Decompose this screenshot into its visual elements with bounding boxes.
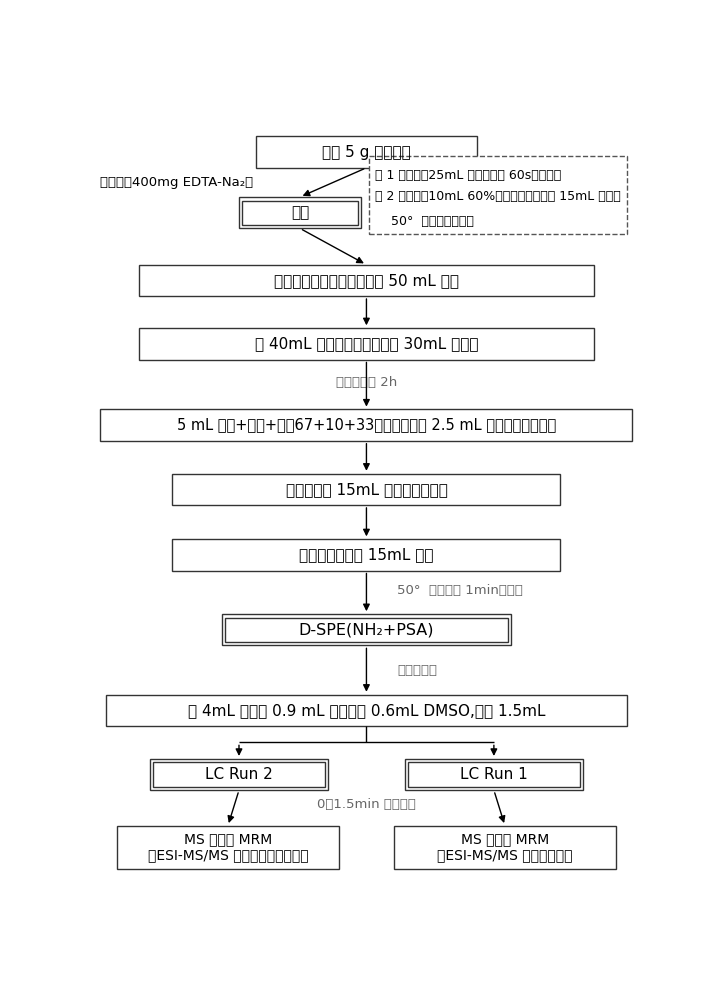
Bar [172,474,561,505]
Bar [242,201,358,225]
Bar [172,539,561,571]
Text: 混匀，离心: 混匀，离心 [397,664,437,677]
Bar [408,762,580,787]
Text: 取 4mL 氮吹至 0.9 mL 左右，加 0.6mL DMSO,水至 1.5mL: 取 4mL 氮吹至 0.9 mL 左右，加 0.6mL DMSO,水至 1.5m… [187,703,545,718]
Text: 下层转移至同一 15mL 试管: 下层转移至同一 15mL 试管 [299,547,434,562]
Text: LC Run 1: LC Run 1 [460,767,528,782]
Text: 提取: 提取 [291,205,309,220]
Text: 称取 5 g 干粉食品: 称取 5 g 干粉食品 [322,145,411,160]
Text: MS 检测器 MRM
（ESI-MS/MS 正离子模式）: MS 检测器 MRM （ESI-MS/MS 正离子模式） [437,832,573,862]
Text: 第 1 次提取：25mL 乙腈，匀浆 60s，离心；: 第 1 次提取：25mL 乙腈，匀浆 60s，离心； [375,169,561,182]
Bar [239,197,361,228]
Bar [369,156,627,234]
Text: 0～1.5min 进入废液: 0～1.5min 进入废液 [317,798,416,811]
Bar [256,136,477,168]
Text: 超低温冷冻 2h: 超低温冷冻 2h [336,376,397,389]
Bar [117,826,339,869]
Text: 50°  加热超声，混匀: 50° 加热超声，混匀 [375,215,473,228]
Text: 合并上清液，用乙腈定容至 50 mL 刻度: 合并上清液，用乙腈定容至 50 mL 刻度 [274,273,459,288]
Bar [394,826,616,869]
Text: MS 检测器 MRM
（ESI-MS/MS 正负离子切换模式）: MS 检测器 MRM （ESI-MS/MS 正负离子切换模式） [147,832,308,862]
Bar [225,618,508,642]
Bar [405,759,583,790]
Bar [222,614,511,645]
Bar [153,762,325,787]
Bar [139,265,593,296]
Text: LC Run 2: LC Run 2 [205,767,273,782]
Bar [139,328,593,360]
Text: 50°  加热超声 1min，混匀: 50° 加热超声 1min，混匀 [397,584,523,597]
Bar [106,695,627,726]
Bar [100,409,633,441]
Text: 第 2 次提取：10mL 60%乙醇水混匀，再加 15mL 乙腈，: 第 2 次提取：10mL 60%乙醇水混匀，再加 15mL 乙腈， [375,190,621,204]
Text: 5 mL 乙腈+乙醇+水（67+10+33）洗涤，加入 2.5 mL 正己烷洗涤鸡心瓶: 5 mL 乙腈+乙醇+水（67+10+33）洗涤，加入 2.5 mL 正己烷洗涤… [177,418,556,433]
Bar [150,759,327,790]
Text: 保护剂（400mg EDTA-Na₂）: 保护剂（400mg EDTA-Na₂） [100,176,254,189]
Text: 上层转移至 15mL 试管，氮气吹干: 上层转移至 15mL 试管，氮气吹干 [285,482,448,497]
Text: 取 40mL 过滤至鸡心瓶，加入 30mL 异丙醇: 取 40mL 过滤至鸡心瓶，加入 30mL 异丙醇 [255,336,478,351]
Text: D-SPE(NH₂+PSA): D-SPE(NH₂+PSA) [299,622,434,637]
